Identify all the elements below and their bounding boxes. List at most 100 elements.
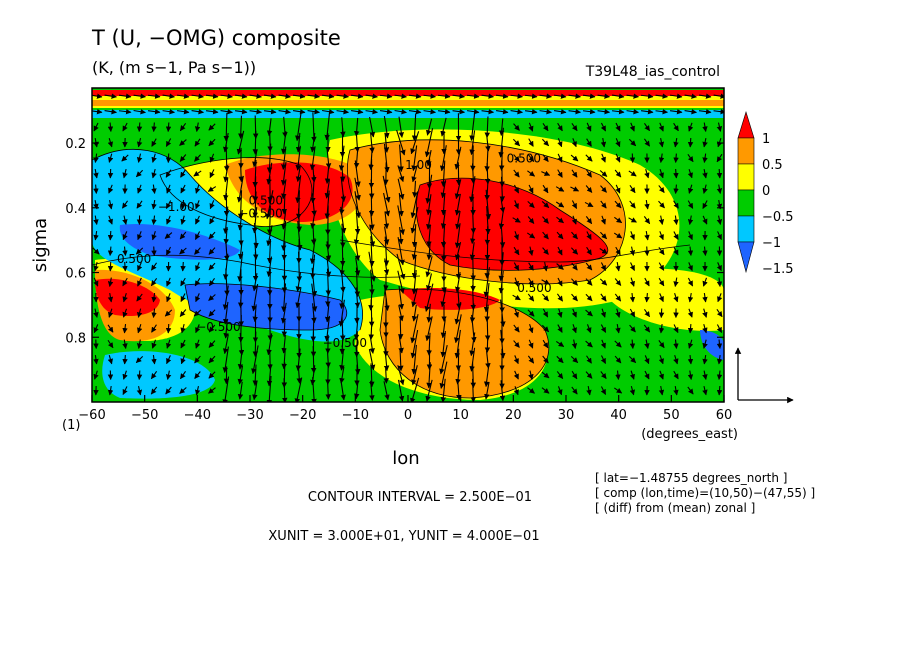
wind-vector: [150, 262, 158, 271]
wind-vector: [339, 366, 345, 384]
wind-vector: [600, 293, 607, 302]
wind-vector: [266, 375, 273, 402]
wind-vector: [208, 371, 216, 379]
x-tick-label: −50: [131, 408, 158, 423]
wind-vector: [615, 184, 621, 194]
wind-vector: [586, 324, 592, 334]
wind-vector: [524, 93, 538, 99]
wind-vector: [266, 364, 273, 387]
wind-vector: [208, 247, 216, 255]
wind-vector: [107, 246, 114, 257]
wind-vector: [440, 180, 447, 199]
wind-vector: [456, 381, 462, 401]
wind-vector: [222, 132, 229, 153]
wind-vector: [439, 361, 448, 389]
wind-vector: [223, 112, 230, 142]
wind-vector: [165, 122, 172, 133]
wind-vector: [194, 277, 201, 287]
colorbar-segment: [737, 110, 755, 139]
wind-vector: [526, 232, 536, 239]
wind-vector: [673, 370, 679, 380]
wind-vector: [553, 93, 567, 99]
wind-vector: [470, 362, 477, 389]
x-tick-label: 50: [663, 408, 680, 423]
wind-vector: [611, 108, 625, 115]
wind-vector: [527, 309, 535, 317]
wind-vector: [107, 355, 114, 365]
wind-vector: [383, 143, 390, 173]
wind-vector: [702, 339, 708, 349]
wind-vector: [166, 277, 172, 287]
wind-vector: [179, 139, 187, 146]
wind-vector: [527, 170, 536, 177]
wind-vector: [440, 211, 447, 229]
reference-vector: [734, 347, 794, 404]
wind-vector: [557, 308, 563, 318]
wind-vector: [307, 108, 320, 115]
wind-vector: [600, 122, 607, 132]
wind-vector: [513, 370, 519, 380]
wind-vector: [122, 261, 128, 272]
wind-vector: [195, 215, 201, 225]
wind-vector: [179, 154, 187, 162]
wind-vector: [151, 324, 157, 333]
wind-vector: [599, 278, 608, 286]
wind-vector: [557, 246, 563, 256]
wind-vector: [542, 355, 549, 364]
x-tick-label: 40: [610, 408, 627, 423]
wind-vector: [513, 262, 520, 271]
wind-vector: [570, 154, 579, 162]
wind-vector: [93, 277, 99, 287]
wind-vector: [193, 170, 202, 177]
wind-vector: [368, 146, 374, 171]
wind-vector: [252, 273, 258, 292]
wind-vector: [92, 247, 100, 255]
wind-vector: [425, 379, 433, 402]
wind-vector: [702, 137, 708, 148]
wind-vector: [383, 381, 390, 401]
wind-vector: [629, 184, 636, 194]
wind-vector: [107, 385, 114, 396]
wind-vector: [586, 385, 592, 396]
wind-vector: [133, 93, 146, 99]
wind-vector: [408, 93, 422, 99]
wind-vector: [179, 123, 187, 132]
wind-vector: [629, 370, 635, 380]
wind-vector: [541, 138, 550, 147]
contour-label: −1.00: [158, 200, 195, 214]
wind-vector: [93, 230, 99, 241]
wind-vector: [180, 355, 186, 365]
wind-vector: [702, 122, 708, 132]
wind-vector: [151, 169, 157, 179]
colorbar-segment: [737, 241, 755, 274]
wind-vector: [410, 131, 420, 155]
wind-vector: [585, 262, 593, 271]
wind-vector: [266, 256, 273, 278]
wind-vector: [716, 262, 722, 272]
wind-vector: [687, 137, 694, 148]
wind-vector: [136, 370, 143, 381]
contour-label: −0.500: [238, 206, 282, 220]
wind-vector: [369, 116, 376, 138]
x-tick-label: 20: [505, 408, 522, 423]
colorbar-label: −1: [762, 236, 781, 251]
colorbar-label: −1.5: [762, 262, 794, 277]
wind-vector: [483, 282, 490, 313]
wind-vector: [673, 385, 679, 396]
wind-vector: [194, 247, 201, 255]
wind-vector: [571, 138, 577, 148]
wind-vector: [644, 339, 650, 349]
wind-vector: [410, 377, 420, 402]
wind-vector: [311, 377, 317, 402]
wind-vector: [629, 386, 636, 396]
wind-vector: [412, 180, 418, 198]
wind-vector: [398, 192, 404, 217]
wind-vector: [658, 122, 664, 132]
wind-vector: [222, 285, 229, 311]
wind-vector: [658, 277, 665, 287]
wind-vector: [527, 201, 535, 208]
wind-vector: [556, 231, 564, 240]
wind-vector: [237, 242, 244, 260]
wind-vector: [669, 93, 683, 99]
wind-vector: [223, 144, 230, 172]
